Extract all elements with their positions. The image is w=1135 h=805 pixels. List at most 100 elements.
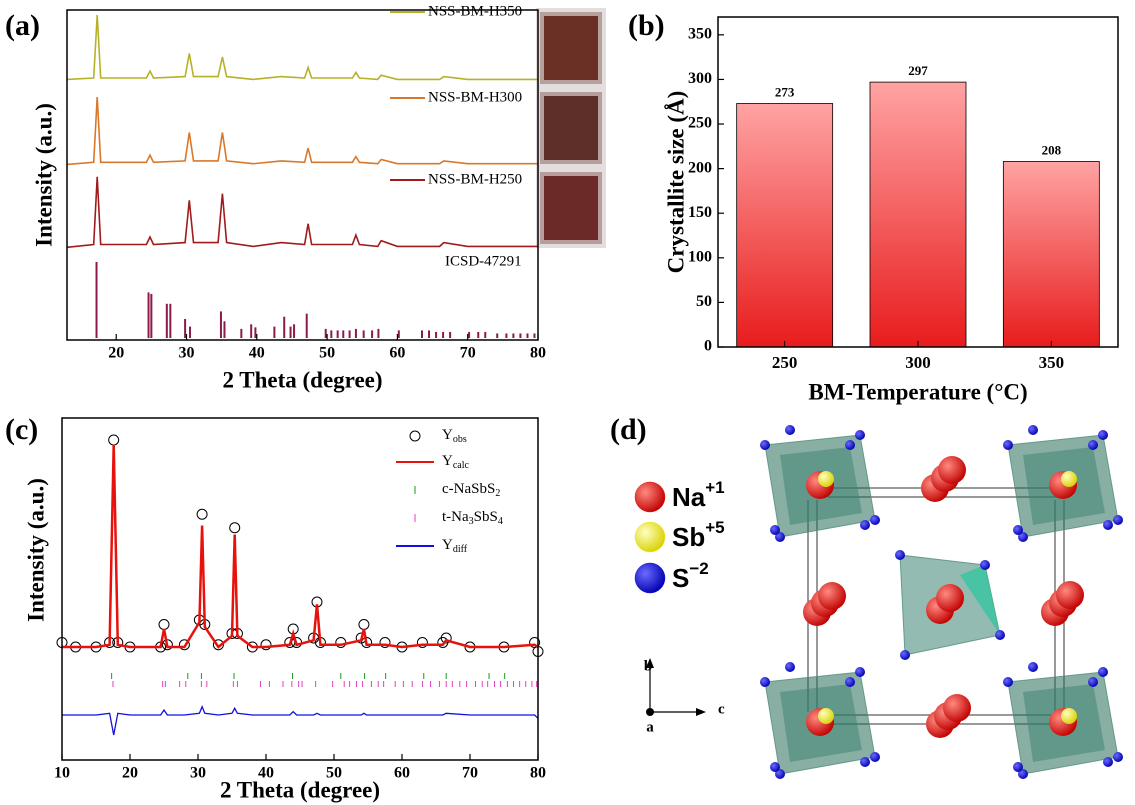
sample-photo <box>540 92 602 164</box>
y-tick-label: 250 <box>688 115 712 132</box>
legend-label-part: Y <box>442 453 453 469</box>
legend-label-part: c-NaSbS <box>442 481 495 497</box>
sodium-atom <box>938 456 966 484</box>
x-axis-label: 2 Theta (degree) <box>220 777 380 802</box>
pattern-line <box>66 176 538 249</box>
observed-point <box>260 639 272 651</box>
y-axis-label: Intensity (a.u.) <box>31 103 56 247</box>
sulfur-atom <box>870 752 880 762</box>
legend-label-part: 3 <box>469 516 474 527</box>
x-tick-label: 20 <box>108 345 124 362</box>
observed-point <box>229 522 241 534</box>
y-tick-label: 0 <box>704 338 712 355</box>
antimony-atom <box>1061 708 1077 724</box>
x-tick-label: 60 <box>389 345 405 362</box>
observed-point <box>440 632 452 644</box>
legend-swatch <box>409 430 421 442</box>
sulfur-atom <box>1113 515 1123 525</box>
sulfur-atom <box>870 515 880 525</box>
legend-sphere <box>634 481 666 513</box>
x-tick-label: 40 <box>258 765 274 782</box>
axis-name: b <box>644 658 652 674</box>
plot-frame <box>61 417 539 761</box>
sulfur-atom <box>1018 769 1028 779</box>
observed-point <box>161 639 173 651</box>
antimony-atom <box>1061 471 1077 487</box>
sulfur-atom <box>980 560 990 570</box>
legend-label: NSS-BM-H350 <box>428 3 522 19</box>
legend-label-part: Y <box>442 537 453 553</box>
legend-label-part: 4 <box>498 516 503 527</box>
observed-point <box>379 637 391 648</box>
x-tick-label: 70 <box>460 345 476 362</box>
x-tick-label: 60 <box>394 765 410 782</box>
observed-point <box>196 508 208 520</box>
y-axis-label: Crystallite size (Å) <box>663 91 688 274</box>
sulfur-atom <box>845 440 855 450</box>
bar <box>1002 161 1100 348</box>
plot-frame <box>717 16 1119 348</box>
y-tick-label: 200 <box>688 159 712 176</box>
x-tick-label: 50 <box>326 765 342 782</box>
legend-label-part: SbS <box>474 509 498 525</box>
x-tick-label: 80 <box>530 765 546 782</box>
x-tick-label: 30 <box>179 345 195 362</box>
sodium-atom <box>1056 581 1084 609</box>
y-tick-label: 50 <box>696 293 712 310</box>
x-tick-label: 40 <box>249 345 265 362</box>
antimony-atom <box>818 708 834 724</box>
legend-label-part: t-Na <box>442 509 469 525</box>
x-tick-label: 350 <box>1039 353 1065 372</box>
sulfur-atom <box>1013 762 1023 772</box>
axis-name: c <box>718 701 725 717</box>
legend-label-part: calc <box>453 460 470 471</box>
sodium-atom <box>818 582 846 610</box>
charge: +1 <box>705 478 724 497</box>
observed-point <box>158 619 170 630</box>
arrow-head <box>646 658 654 668</box>
sulfur-atom <box>1103 757 1113 767</box>
observed-point <box>178 639 190 651</box>
pattern-line <box>66 96 538 166</box>
sulfur-atom <box>855 667 865 677</box>
sulfur-atom <box>1088 440 1098 450</box>
sulfur-atom <box>770 762 780 772</box>
sulfur-atom <box>785 662 795 672</box>
element: Na <box>672 482 706 512</box>
arrow-head <box>696 708 706 716</box>
charge: +5 <box>705 518 724 537</box>
sulfur-atom <box>1013 525 1023 535</box>
sulfur-atom <box>1098 430 1108 440</box>
x-tick-label: 70 <box>462 765 478 782</box>
sulfur-atom <box>775 532 785 542</box>
plot-frame <box>66 9 539 341</box>
sulfur-atom <box>775 769 785 779</box>
sulfur-atom <box>785 425 795 435</box>
sulfur-atom <box>860 520 870 530</box>
x-axis-label: BM-Temperature (°C) <box>808 379 1027 404</box>
legend-label: NSS-BM-H250 <box>428 171 522 187</box>
pattern-line <box>66 14 538 81</box>
element: Sb <box>672 522 705 552</box>
series-label: ICSD-47291 <box>445 253 522 269</box>
bar <box>736 103 834 348</box>
sulfur-atom <box>760 677 770 687</box>
sulfur-atom <box>900 650 910 660</box>
x-tick-label: 300 <box>905 353 931 372</box>
sulfur-atom <box>860 757 870 767</box>
sulfur-atom <box>1113 752 1123 762</box>
legend-label: S−2 <box>672 559 709 592</box>
x-tick-label: 20 <box>122 765 138 782</box>
observed-point <box>108 434 120 446</box>
sulfur-atom <box>1103 520 1113 530</box>
sodium-atom <box>943 694 971 722</box>
observed-point <box>212 639 224 651</box>
sample-photo-edge <box>536 8 606 88</box>
value-label: 297 <box>908 63 928 78</box>
y-tick-label: 300 <box>688 70 712 87</box>
y-tick-label: 150 <box>688 204 712 221</box>
sulfur-atom <box>1003 440 1013 450</box>
legend-label: Yobs <box>442 427 467 445</box>
panel-label: (d) <box>610 413 647 446</box>
axis-origin <box>646 708 654 716</box>
